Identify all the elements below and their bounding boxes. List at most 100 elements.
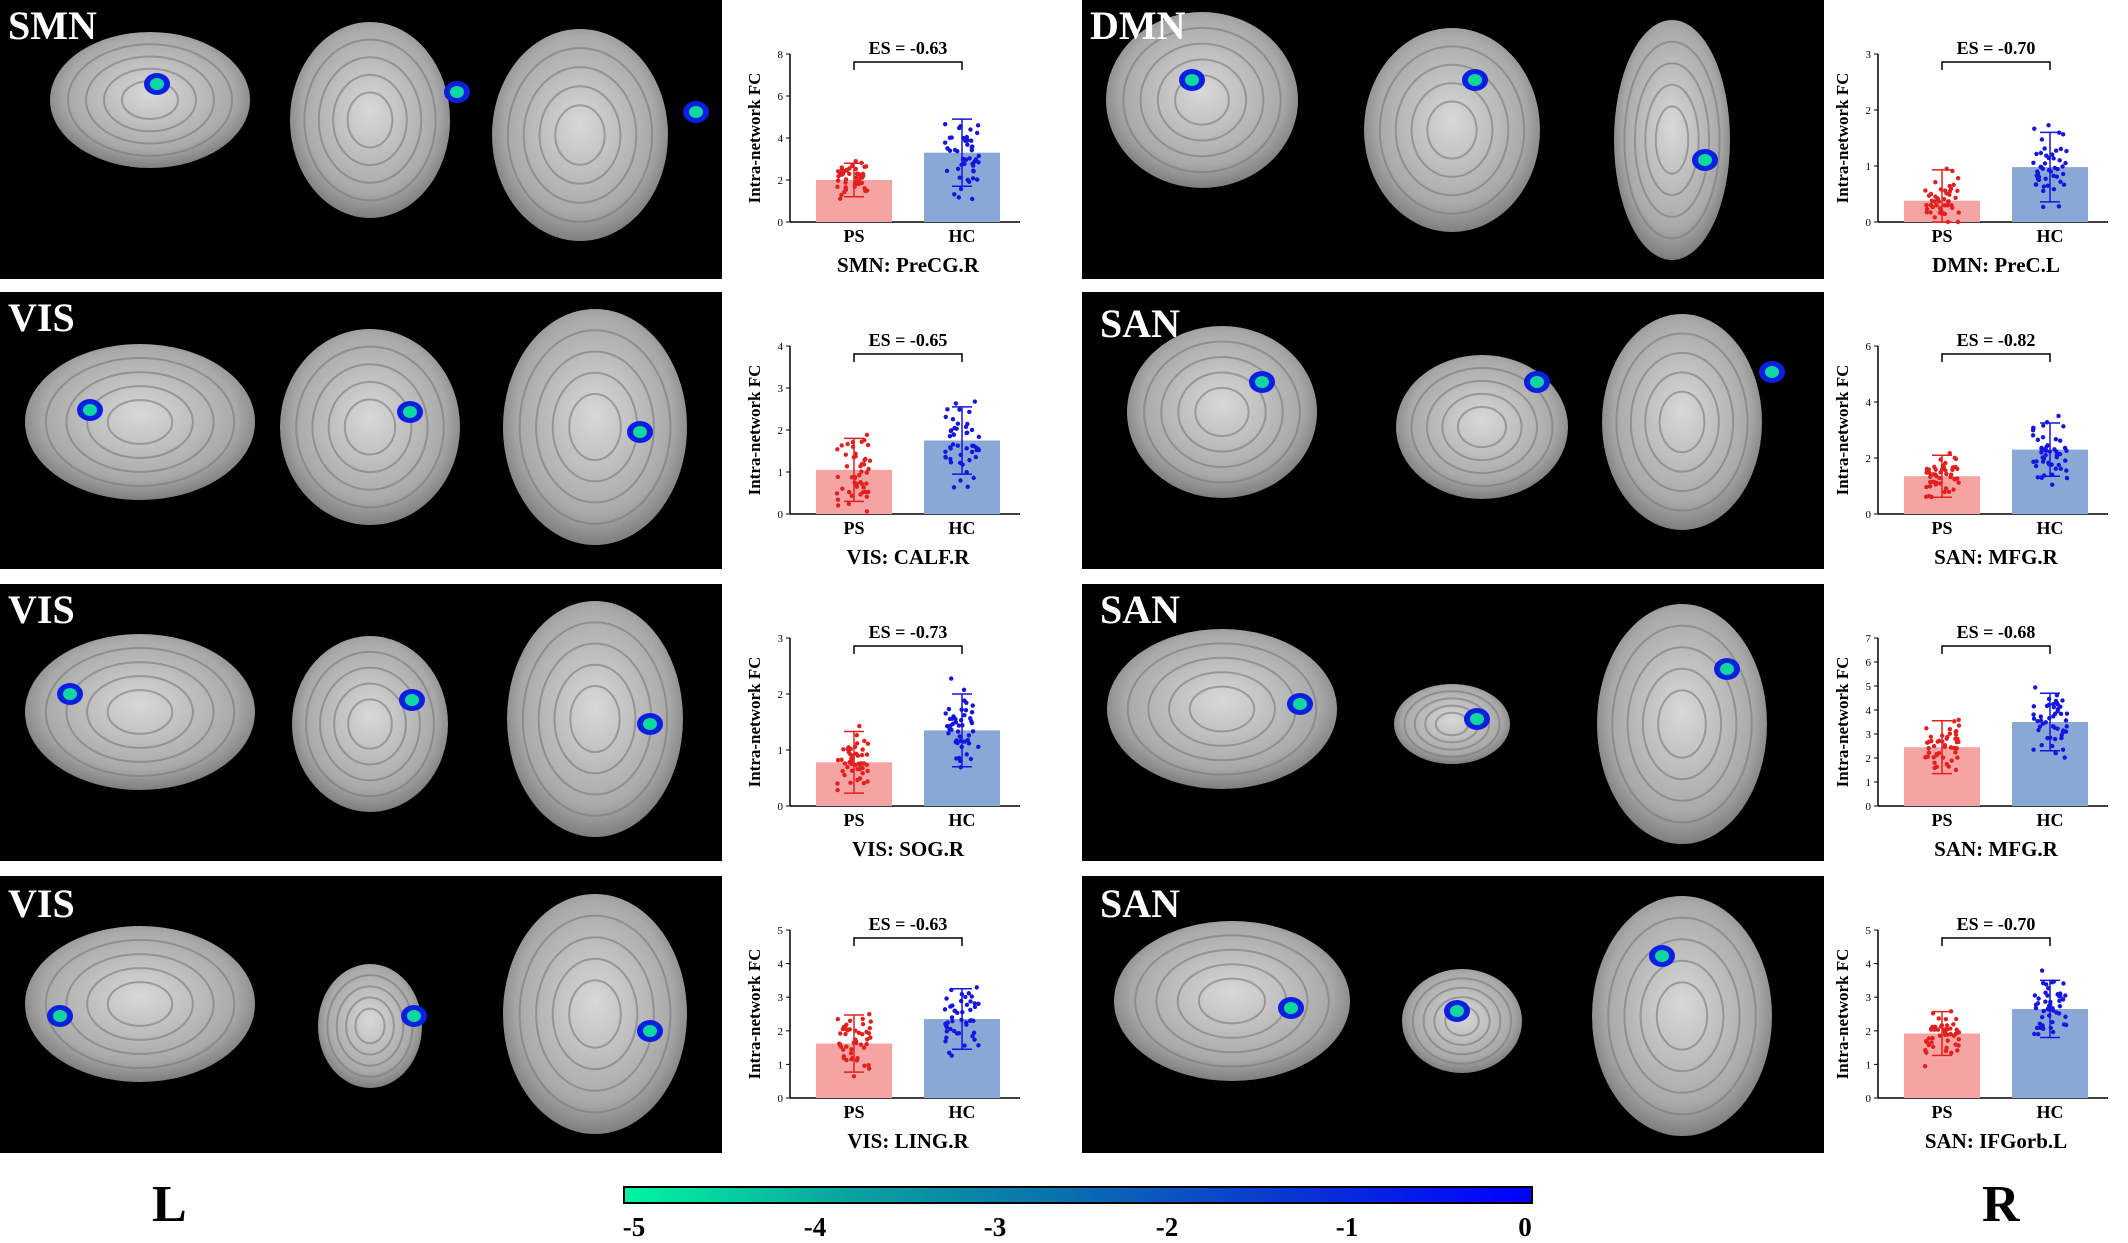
data-point <box>1927 484 1933 489</box>
data-point <box>950 1018 955 1024</box>
data-point <box>1926 750 1932 755</box>
data-point <box>2050 743 2055 749</box>
data-point <box>1954 1016 1959 1022</box>
data-point <box>1945 203 1950 208</box>
data-point <box>2041 184 2047 189</box>
brain-fold <box>1623 938 1741 1094</box>
y-tick-label: 1 <box>778 745 784 757</box>
data-point <box>1939 1023 1945 1028</box>
data-point <box>844 168 850 173</box>
data-point <box>2050 1029 2056 1035</box>
data-point <box>850 753 855 758</box>
bar-chart-san-mfg-r-2: Intra-network FC 0 1 2 3 4 5 6 7 PS HC ES = -0.68 SA… <box>1833 622 2108 861</box>
activation-core <box>1720 663 1734 675</box>
data-point <box>853 179 859 185</box>
data-point <box>2064 475 2070 481</box>
data-point <box>1953 456 1959 462</box>
data-point <box>1951 182 1956 188</box>
region-label: VIS: LING.R <box>847 1129 969 1153</box>
brain-slice <box>507 601 683 837</box>
data-point <box>2057 1003 2063 1009</box>
data-point <box>864 1041 869 1047</box>
data-point <box>2044 444 2049 450</box>
data-point <box>843 1031 848 1037</box>
y-tick-label: 5 <box>1866 925 1872 937</box>
data-point <box>851 1074 857 1079</box>
brain-fold <box>347 698 393 750</box>
data-point <box>2033 463 2039 469</box>
data-point <box>957 407 962 412</box>
data-point <box>1924 484 1929 490</box>
y-tick-label: 3 <box>778 383 784 395</box>
data-point <box>1944 166 1949 172</box>
data-point <box>1926 1036 1931 1041</box>
brain-fold <box>44 357 236 487</box>
activation-core <box>405 694 419 706</box>
data-point <box>842 772 847 778</box>
data-point <box>943 1039 948 1044</box>
data-point <box>958 998 964 1004</box>
data-point <box>1942 742 1948 748</box>
data-point <box>2040 721 2046 726</box>
data-point <box>976 447 981 453</box>
data-point <box>837 172 843 177</box>
data-point <box>2031 716 2037 721</box>
data-point <box>969 138 974 143</box>
data-point <box>1953 746 1958 751</box>
data-point <box>1947 183 1952 189</box>
data-point <box>2046 462 2052 467</box>
data-point <box>956 1031 962 1036</box>
data-point <box>971 163 976 168</box>
data-point <box>966 991 971 996</box>
y-tick-label: 4 <box>1866 959 1872 971</box>
data-point <box>2063 160 2068 166</box>
data-point <box>950 442 956 447</box>
data-point <box>1923 755 1928 760</box>
data-point <box>1944 1023 1950 1028</box>
y-tick-label: 0 <box>1866 1093 1872 1105</box>
category-label: HC <box>949 518 976 538</box>
data-point <box>1948 1031 1953 1037</box>
category-label: PS <box>1931 1102 1952 1122</box>
activation-core <box>643 718 657 730</box>
category-label: HC <box>2037 810 2064 830</box>
brain-fold <box>67 43 233 157</box>
data-point <box>867 1011 872 1017</box>
category-label: HC <box>949 226 976 246</box>
brain-slice <box>292 636 448 812</box>
data-point <box>969 720 975 726</box>
data-point <box>2031 704 2037 709</box>
data-point <box>845 441 850 447</box>
network-label: SMN <box>8 3 97 48</box>
y-tick-label: 4 <box>778 133 784 145</box>
data-point <box>953 401 959 406</box>
data-point <box>1945 1038 1950 1043</box>
data-point <box>837 1031 843 1036</box>
data-point <box>1930 1044 1936 1049</box>
data-point <box>968 1007 973 1013</box>
y-tick-label: 1 <box>1866 161 1872 173</box>
data-point <box>862 738 867 744</box>
brain-fold <box>1410 366 1554 488</box>
data-point <box>1953 464 1958 470</box>
data-point <box>860 747 865 752</box>
brain-slice <box>318 964 422 1088</box>
data-point <box>2058 711 2064 717</box>
data-point <box>845 764 850 770</box>
brain-fold <box>86 967 194 1041</box>
data-point <box>1946 764 1951 769</box>
data-point <box>956 195 962 200</box>
network-label: VIS <box>8 295 75 340</box>
data-point <box>943 711 948 716</box>
data-point <box>1947 726 1953 732</box>
brain-fold <box>1410 82 1494 178</box>
data-point <box>2053 436 2059 442</box>
activation-core <box>63 688 77 700</box>
data-point <box>837 1041 842 1046</box>
region-label: VIS: SOG.R <box>852 837 965 861</box>
brain-panel-dmn: DMN <box>1082 0 1824 279</box>
data-point <box>853 158 858 164</box>
data-point <box>2033 1005 2039 1011</box>
activation-core <box>1468 74 1482 86</box>
data-point <box>835 474 841 480</box>
